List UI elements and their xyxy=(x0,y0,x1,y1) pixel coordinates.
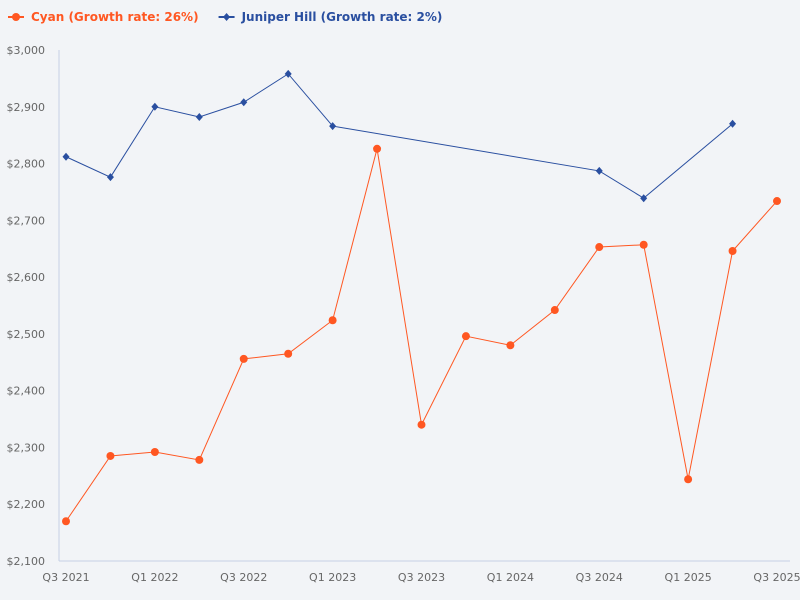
y-tick-label: $3,000 xyxy=(7,44,46,57)
data-point xyxy=(195,455,204,464)
data-point xyxy=(284,349,293,358)
data-point xyxy=(151,102,159,111)
data-point xyxy=(106,451,115,460)
y-tick-label: $2,300 xyxy=(7,441,46,454)
data-point xyxy=(684,475,693,484)
x-tick-label: Q1 2022 xyxy=(131,571,178,584)
x-tick-label: Q1 2025 xyxy=(665,571,712,584)
data-point xyxy=(373,144,382,153)
series-juniper-hill xyxy=(62,69,737,203)
series-cyan xyxy=(62,144,781,526)
data-point xyxy=(150,447,159,456)
x-tick-label: Q3 2022 xyxy=(220,571,267,584)
data-point xyxy=(640,194,648,203)
y-tick-label: $2,600 xyxy=(7,271,46,284)
axes: $2,100 $2,200 $2,300 $2,400 $2,500 $2,600 $2,7… xyxy=(7,44,800,584)
legend-item: Juniper Hill (Growth rate: 2%) xyxy=(218,10,443,24)
data-point xyxy=(729,119,737,128)
y-tick-label: $2,200 xyxy=(7,498,46,511)
data-point xyxy=(62,517,70,526)
y-tick-label: $2,800 xyxy=(7,158,46,171)
data-point xyxy=(329,122,337,131)
y-tick-label: $2,900 xyxy=(7,101,46,114)
data-point xyxy=(328,316,337,325)
y-tick-label: $2,700 xyxy=(7,214,46,227)
data-point xyxy=(195,112,203,121)
legend-label: Cyan (Growth rate: 26%) xyxy=(31,10,199,24)
data-point xyxy=(240,98,248,107)
data-point xyxy=(62,152,70,161)
circle-marker-icon xyxy=(12,13,20,21)
legend-item: Cyan (Growth rate: 26%) xyxy=(8,10,199,24)
x-tick-label: Q1 2024 xyxy=(487,571,534,584)
data-point xyxy=(728,246,737,255)
data-point xyxy=(773,197,781,206)
y-tick-label: $2,100 xyxy=(7,555,46,568)
x-tick-label: Q3 2025 xyxy=(753,571,800,584)
plot-area xyxy=(62,69,781,526)
legend-label: Juniper Hill (Growth rate: 2%) xyxy=(241,10,443,24)
data-point xyxy=(284,69,292,78)
data-point xyxy=(106,173,114,182)
data-point xyxy=(506,341,515,350)
data-point xyxy=(595,166,603,175)
diamond-marker-icon xyxy=(223,13,231,21)
data-point xyxy=(550,306,559,315)
legend: Cyan (Growth rate: 26%) Juniper Hill (Gro… xyxy=(8,10,442,24)
data-point xyxy=(239,354,248,363)
x-tick-label: Q3 2021 xyxy=(42,571,89,584)
series-line xyxy=(65,73,733,199)
y-tick-label: $2,500 xyxy=(7,328,46,341)
data-point xyxy=(417,420,426,429)
x-tick-label: Q3 2024 xyxy=(576,571,623,584)
data-point xyxy=(461,332,470,341)
data-point xyxy=(639,240,648,249)
y-tick-label: $2,400 xyxy=(7,385,46,398)
x-tick-label: Q1 2023 xyxy=(309,571,356,584)
data-point xyxy=(595,243,604,252)
series-line xyxy=(65,148,778,522)
x-tick-label: Q3 2023 xyxy=(398,571,445,584)
